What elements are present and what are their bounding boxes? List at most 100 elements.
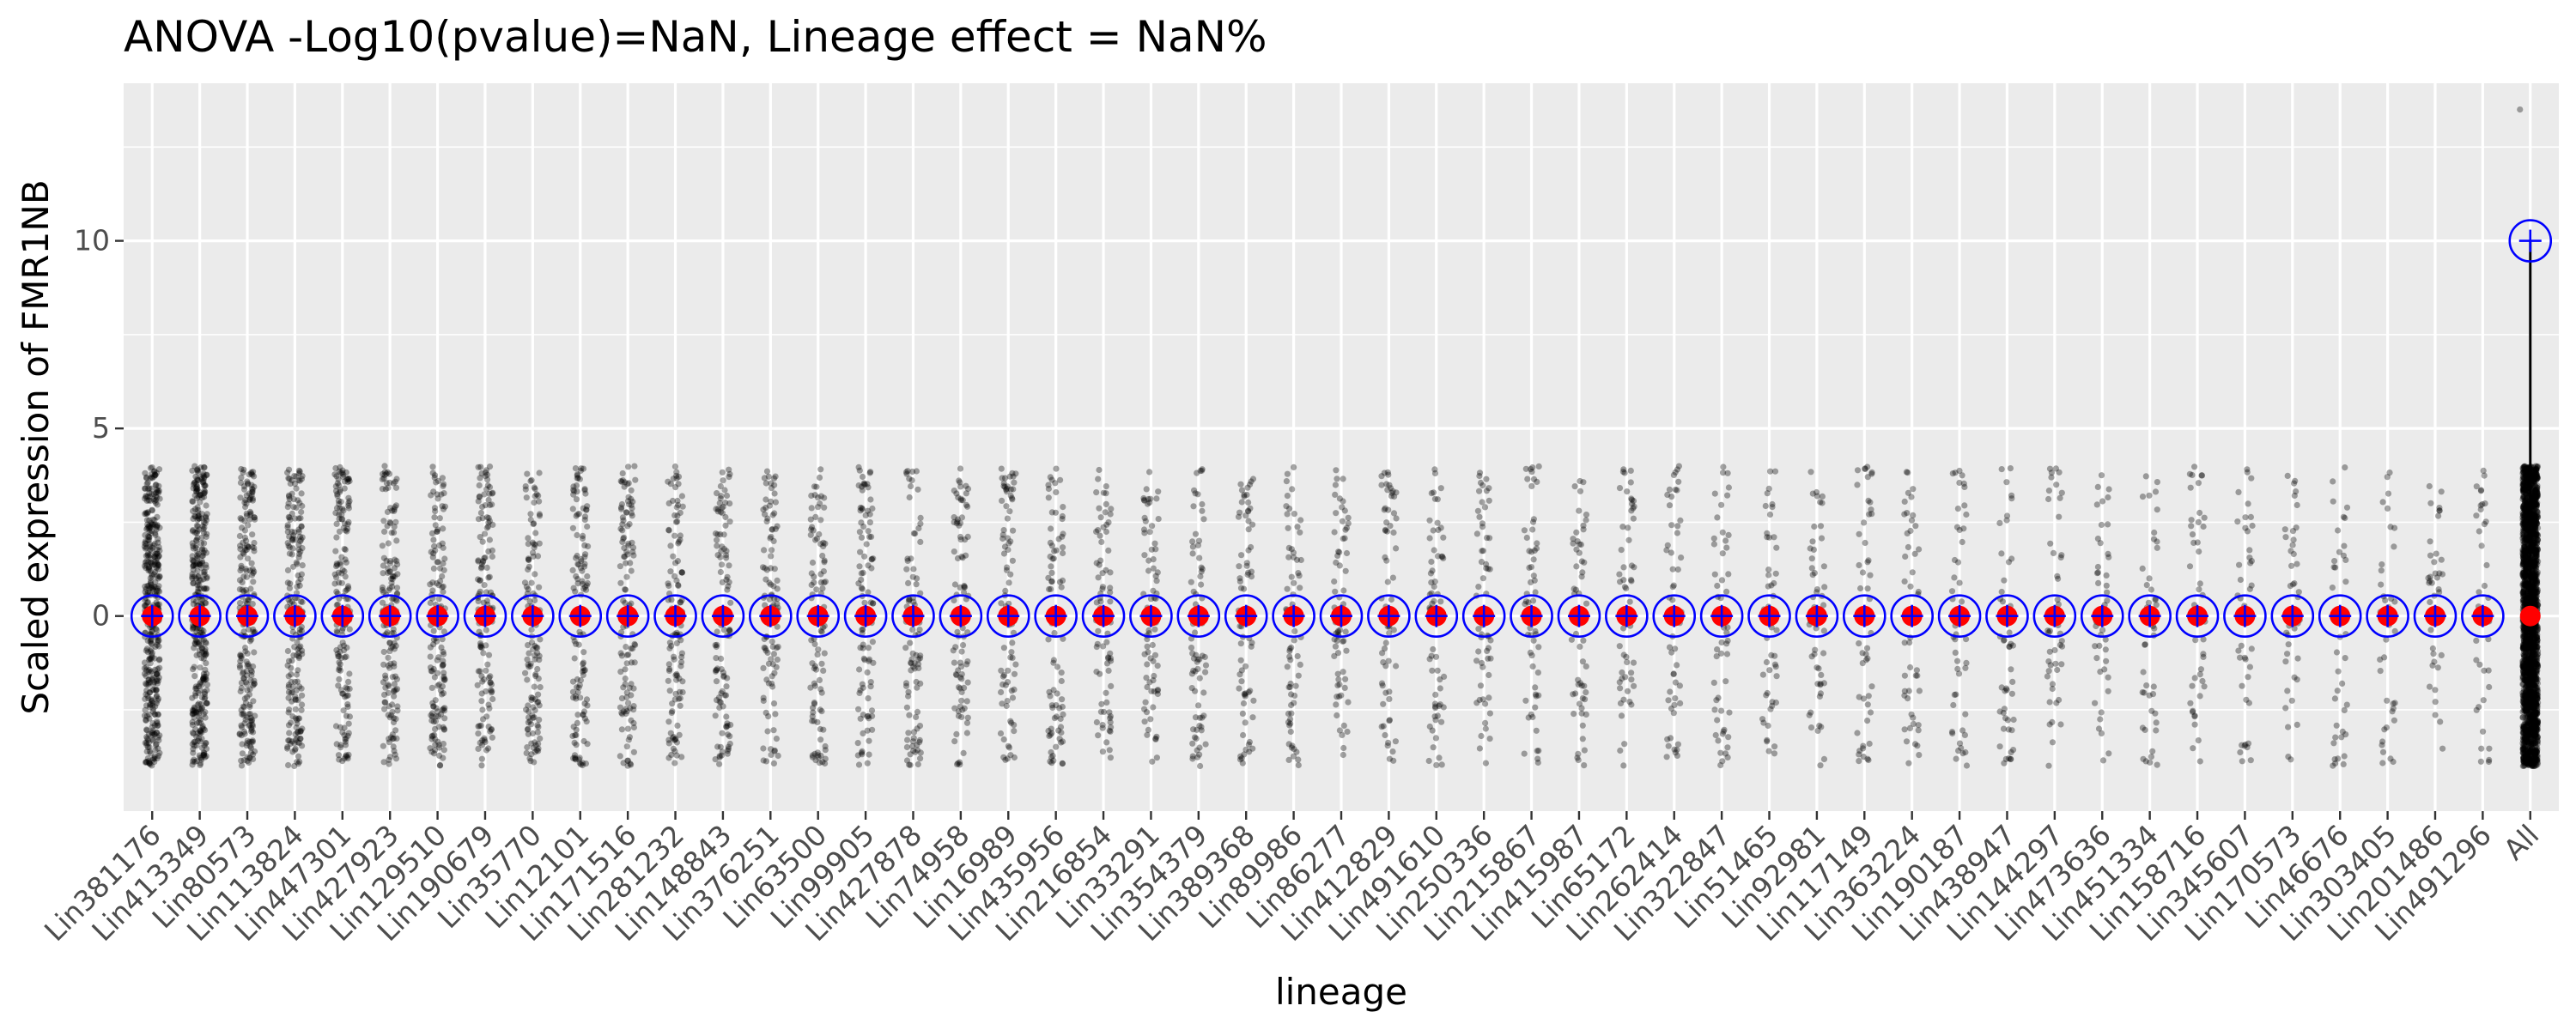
data-point xyxy=(951,548,957,555)
data-point xyxy=(147,679,154,686)
data-point xyxy=(196,735,203,742)
data-point xyxy=(336,516,343,523)
data-point xyxy=(2056,513,2063,520)
data-point xyxy=(769,512,776,518)
data-point xyxy=(149,584,155,591)
data-point xyxy=(763,518,770,525)
data-point xyxy=(381,691,388,699)
data-point xyxy=(1060,504,1066,511)
data-point xyxy=(197,499,204,506)
data-point xyxy=(198,645,205,651)
data-point xyxy=(345,720,352,727)
data-point xyxy=(149,573,155,580)
data-point xyxy=(2097,540,2104,547)
data-point xyxy=(914,684,920,691)
data-point xyxy=(250,579,257,585)
data-point xyxy=(146,667,153,674)
data-point xyxy=(298,623,305,631)
data-point xyxy=(156,495,163,502)
data-point xyxy=(144,521,151,528)
data-point xyxy=(1190,503,1197,510)
data-point xyxy=(719,688,726,695)
data-point xyxy=(2473,637,2480,645)
data-point xyxy=(486,483,494,491)
data-point xyxy=(201,489,208,497)
data-point xyxy=(237,657,244,665)
data-point xyxy=(238,722,245,729)
data-point xyxy=(289,536,296,543)
data-point xyxy=(143,739,150,746)
data-point xyxy=(1238,678,1245,685)
data-point xyxy=(297,575,304,583)
data-point xyxy=(1856,640,1862,647)
data-point xyxy=(529,694,536,701)
data-point xyxy=(855,464,862,471)
data-point xyxy=(155,561,162,568)
data-point xyxy=(571,739,578,747)
data-point xyxy=(1723,544,1730,551)
data-point xyxy=(1289,742,1296,749)
data-point xyxy=(860,655,867,662)
data-point xyxy=(1383,557,1390,564)
data-point xyxy=(251,649,258,656)
data-point xyxy=(198,694,205,701)
data-point xyxy=(200,711,207,718)
data-point xyxy=(677,688,683,695)
data-point xyxy=(295,739,301,746)
data-point xyxy=(197,688,204,694)
data-point xyxy=(678,569,685,576)
data-point xyxy=(2338,734,2345,741)
data-point xyxy=(1766,667,1773,674)
data-point xyxy=(960,749,967,757)
data-point xyxy=(2245,674,2251,681)
data-point xyxy=(431,474,438,482)
data-point xyxy=(154,671,161,678)
data-point xyxy=(1951,556,1959,564)
data-point xyxy=(958,713,965,721)
data-point xyxy=(527,758,534,765)
data-point xyxy=(155,643,162,650)
data-point xyxy=(1146,529,1153,536)
data-point xyxy=(197,760,204,767)
data-point xyxy=(1048,525,1054,532)
data-point xyxy=(1052,480,1059,487)
data-point xyxy=(1093,718,1100,726)
data-point xyxy=(677,663,684,670)
data-point xyxy=(342,738,349,745)
data-point xyxy=(439,683,446,690)
data-point xyxy=(385,712,392,718)
data-point xyxy=(198,649,205,656)
data-point xyxy=(477,509,485,517)
data-point xyxy=(714,490,720,497)
data-point xyxy=(380,562,386,569)
data-point xyxy=(2336,548,2343,555)
data-point xyxy=(1479,524,1486,530)
data-point xyxy=(156,588,163,595)
data-point xyxy=(194,560,201,566)
data-point xyxy=(856,666,863,673)
data-point xyxy=(1714,717,1721,724)
data-point xyxy=(1856,530,1862,537)
data-point xyxy=(1332,482,1339,488)
data-point xyxy=(238,679,245,687)
data-point xyxy=(671,532,678,539)
data-point xyxy=(193,685,200,692)
data-point xyxy=(1616,643,1623,650)
data-point xyxy=(191,714,197,721)
data-point xyxy=(2094,563,2101,571)
data-point xyxy=(431,514,438,521)
data-point xyxy=(429,470,436,476)
data-point xyxy=(2473,483,2480,490)
data-point xyxy=(345,585,352,592)
data-point xyxy=(341,724,348,731)
data-point xyxy=(391,687,398,694)
data-point xyxy=(191,480,197,487)
data-point xyxy=(194,467,201,475)
data-point xyxy=(197,596,204,603)
data-point xyxy=(2480,728,2487,735)
data-point xyxy=(237,688,244,695)
data-point xyxy=(147,475,154,482)
data-point xyxy=(1573,529,1580,536)
data-point xyxy=(149,676,156,683)
data-point xyxy=(336,664,343,671)
